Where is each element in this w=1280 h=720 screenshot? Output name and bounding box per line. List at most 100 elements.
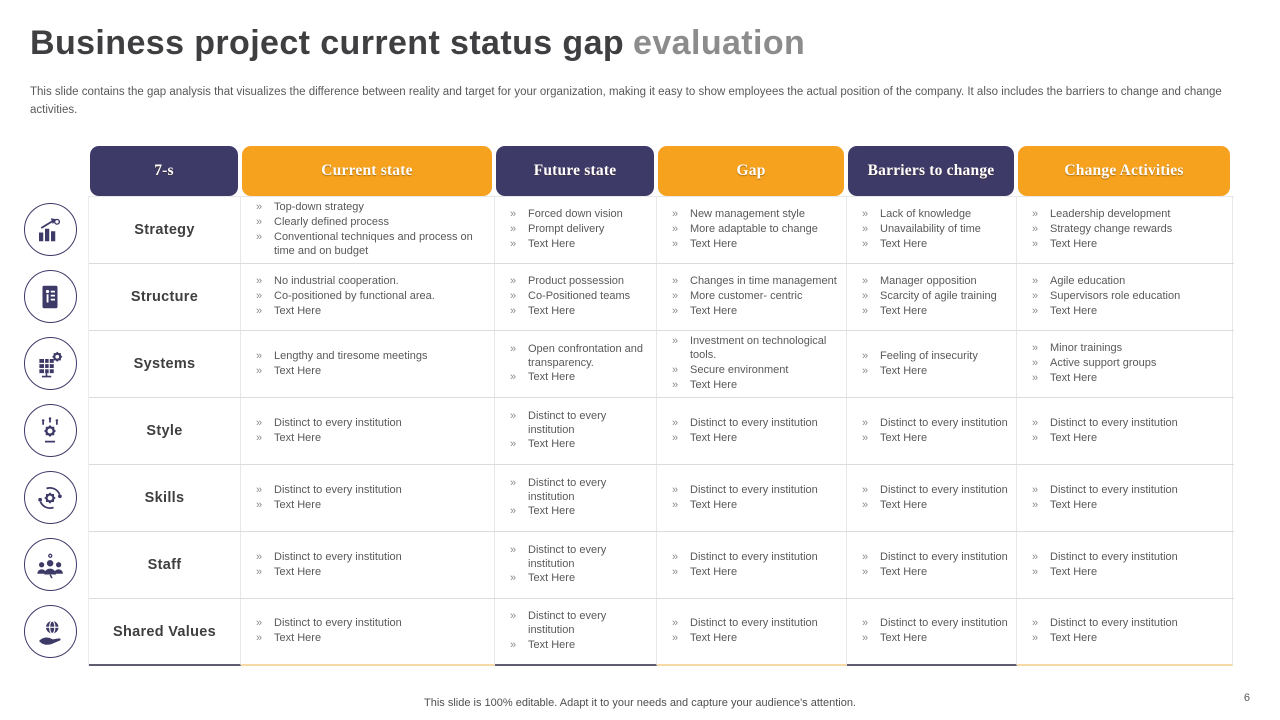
page-number: 6	[1243, 692, 1250, 704]
column-header-change-activities: Change Activities	[1018, 146, 1230, 196]
bullet-list: Distinct to every institutionText Here	[855, 483, 1008, 514]
icon-slot-shared-values	[21, 598, 79, 665]
bullet-list: Distinct to every institutionText Here	[665, 416, 818, 447]
cell-style-barriers-to-change: Distinct to every institutionText Here	[847, 398, 1017, 464]
bullet-item: Investment on technological tools.	[665, 335, 838, 363]
row-label: Systems	[89, 331, 241, 397]
bullet-list: Distinct to every institutionText Here	[855, 550, 1008, 581]
bullet-item: Text Here	[855, 365, 978, 379]
bullet-item: Distinct to every institution	[249, 551, 402, 565]
bullet-item: Text Here	[249, 566, 402, 580]
bullet-list: Distinct to every institutionText Here	[249, 616, 402, 647]
bullet-list: Distinct to every institutionText Here	[503, 409, 648, 454]
table-row-shared-values: Shared Values Distinct to every instituti…	[89, 599, 1234, 666]
bullet-item: Distinct to every institution	[665, 617, 818, 631]
bullet-item: Distinct to every institution	[503, 410, 648, 438]
bullet-list: Open confrontation and transparency.Text…	[503, 342, 648, 387]
bullet-item: Co-Positioned teams	[503, 290, 630, 304]
cell-staff-current-state: Distinct to every institutionText Here	[241, 532, 495, 598]
bullet-list: Agile educationSupervisors role educatio…	[1025, 274, 1180, 320]
row-label: Style	[89, 398, 241, 464]
bullet-list: Distinct to every institutionText Here	[1025, 616, 1178, 647]
creative-mind-icon	[23, 404, 77, 457]
bullet-item: Distinct to every institution	[503, 610, 648, 638]
bullet-item: Changes in time management	[665, 275, 837, 289]
bullet-item: Text Here	[855, 632, 1008, 646]
cell-shared-values-barriers-to-change: Distinct to every institutionText Here	[847, 599, 1017, 666]
bullet-list: Top-down strategyClearly defined process…	[249, 200, 486, 260]
cell-shared-values-future-state: Distinct to every institutionText Here	[495, 599, 657, 666]
cell-shared-values-change-activities: Distinct to every institutionText Here	[1017, 599, 1233, 666]
bullet-item: Distinct to every institution	[855, 551, 1008, 565]
bullet-list: New management styleMore adaptable to ch…	[665, 207, 818, 253]
bullet-item: Text Here	[1025, 305, 1180, 319]
footer-note: This slide is 100% editable. Adapt it to…	[424, 697, 856, 709]
bullet-item: Distinct to every institution	[249, 484, 402, 498]
bullet-item: Manager opposition	[855, 275, 997, 289]
table-row-systems: Systems Lengthy and tiresome meetingsText…	[89, 331, 1234, 398]
bullet-item: Distinct to every institution	[665, 484, 818, 498]
cell-structure-current-state: No industrial cooperation.Co-positioned …	[241, 264, 495, 330]
row-label: Strategy	[89, 197, 241, 263]
bullet-item: Top-down strategy	[249, 201, 486, 215]
bullet-item: Text Here	[665, 566, 818, 580]
bullet-item: Text Here	[503, 438, 648, 452]
bullet-item: Distinct to every institution	[665, 417, 818, 431]
bullet-item: Strategy change rewards	[1025, 223, 1172, 237]
bullet-item: Text Here	[1025, 632, 1178, 646]
cell-strategy-gap: New management styleMore adaptable to ch…	[657, 197, 847, 263]
bullet-list: Forced down visionPrompt deliveryText He…	[503, 207, 623, 253]
bullet-list: Changes in time managementMore customer-…	[665, 274, 837, 320]
bullet-item: Distinct to every institution	[1025, 484, 1178, 498]
bullet-item: Distinct to every institution	[855, 484, 1008, 498]
bullet-item: Text Here	[665, 632, 818, 646]
table-row-structure: StructureNo industrial cooperation.Co-po…	[89, 264, 1234, 331]
table-row-staff: StaffDistinct to every institutionText H…	[89, 532, 1234, 599]
column-header-future-state: Future state	[496, 146, 654, 196]
bullet-list: Product possessionCo-Positioned teamsTex…	[503, 274, 630, 320]
row-label: Shared Values	[89, 599, 241, 666]
row-label: Skills	[89, 465, 241, 531]
bullet-item: Text Here	[855, 432, 1008, 446]
column-header-barriers-to-change: Barriers to change	[848, 146, 1014, 196]
bullet-item: Secure environment	[665, 364, 838, 378]
bullet-list: Feeling of insecurityText Here	[855, 349, 978, 380]
bullet-item: Minor trainings	[1025, 342, 1156, 356]
bullet-item: Lack of knowledge	[855, 208, 981, 222]
cell-style-gap: Distinct to every institutionText Here	[657, 398, 847, 464]
bullet-item: Unavailability of time	[855, 223, 981, 237]
bullet-item: Text Here	[503, 505, 648, 519]
bullet-item: Feeling of insecurity	[855, 350, 978, 364]
bullet-item: Distinct to every institution	[1025, 417, 1178, 431]
cell-skills-gap: Distinct to every institutionText Here	[657, 465, 847, 531]
bullet-item: Distinct to every institution	[249, 417, 402, 431]
cell-systems-future-state: Open confrontation and transparency.Text…	[495, 331, 657, 397]
bullet-item: Text Here	[665, 305, 837, 319]
cell-style-future-state: Distinct to every institutionText Here	[495, 398, 657, 464]
bullet-list: Leadership developmentStrategy change re…	[1025, 207, 1172, 253]
bullet-list: Distinct to every institutionText Here	[1025, 483, 1178, 514]
cell-systems-barriers-to-change: Feeling of insecurityText Here	[847, 331, 1017, 397]
bullet-item: Text Here	[665, 432, 818, 446]
bullet-list: Distinct to every institutionText Here	[249, 550, 402, 581]
table-body: StrategyTop-down strategyClearly defined…	[88, 196, 1234, 666]
cell-style-current-state: Distinct to every institutionText Here	[241, 398, 495, 464]
cell-staff-gap: Distinct to every institutionText Here	[657, 532, 847, 598]
cell-strategy-change-activities: Leadership developmentStrategy change re…	[1017, 197, 1233, 263]
process-gear-icon	[23, 471, 77, 524]
hand-globe-icon	[23, 605, 77, 658]
table-row-style: StyleDistinct to every institutionText H…	[89, 398, 1234, 465]
title-main: Business project current status gap	[30, 24, 625, 62]
bullet-item: Text Here	[665, 238, 818, 252]
bullet-item: Text Here	[249, 632, 402, 646]
bullet-item: Co-positioned by functional area.	[249, 290, 435, 304]
bullet-list: Lack of knowledgeUnavailability of timeT…	[855, 207, 981, 253]
bullet-list: Distinct to every institutionText Here	[249, 483, 402, 514]
bullet-list: Lengthy and tiresome meetingsText Here	[249, 349, 427, 380]
bullet-item: Distinct to every institution	[855, 617, 1008, 631]
bullet-item: Clearly defined process	[249, 216, 486, 230]
cell-structure-future-state: Product possessionCo-Positioned teamsTex…	[495, 264, 657, 330]
bullet-list: Distinct to every institutionText Here	[1025, 550, 1178, 581]
bullet-list: Distinct to every institutionText Here	[249, 416, 402, 447]
